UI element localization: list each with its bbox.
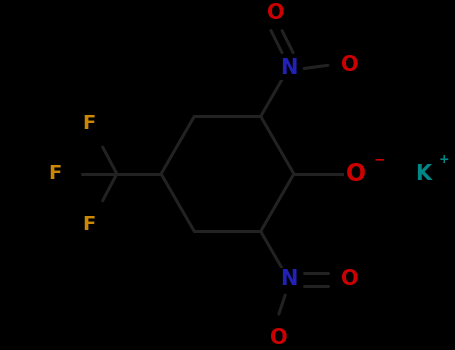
Text: O: O (267, 3, 284, 23)
Text: O: O (270, 328, 288, 348)
Text: N: N (280, 58, 297, 78)
Text: +: + (439, 153, 450, 166)
Text: O: O (341, 269, 359, 289)
Text: F: F (82, 114, 95, 133)
Text: O: O (345, 162, 366, 186)
Text: O: O (341, 55, 359, 75)
Text: −: − (374, 153, 385, 167)
Text: F: F (49, 164, 62, 183)
Text: N: N (280, 269, 297, 289)
Text: K: K (415, 164, 431, 184)
Text: F: F (82, 215, 95, 234)
